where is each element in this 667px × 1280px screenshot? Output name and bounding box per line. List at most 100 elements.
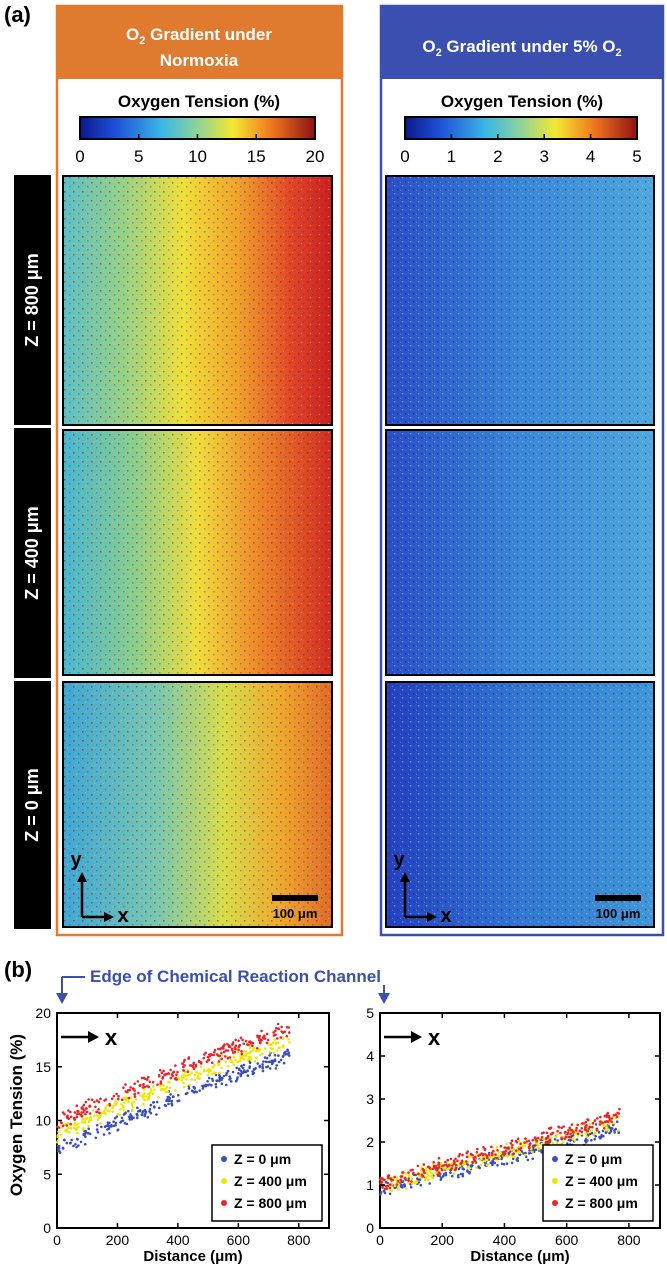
data-point xyxy=(287,1026,290,1029)
data-point xyxy=(248,1061,252,1064)
data-point xyxy=(483,1159,487,1163)
data-point xyxy=(222,1050,226,1054)
data-point xyxy=(379,1176,383,1180)
data-point xyxy=(390,1179,393,1182)
data-point xyxy=(169,1068,172,1072)
data-point xyxy=(477,1154,480,1157)
data-point xyxy=(160,1071,164,1075)
data-point xyxy=(150,1090,153,1093)
data-point xyxy=(586,1129,590,1133)
data-point xyxy=(110,1097,114,1100)
series-0 xyxy=(56,1048,291,1154)
data-point xyxy=(165,1072,169,1076)
data-point xyxy=(482,1157,486,1161)
data-point xyxy=(400,1184,404,1187)
data-point xyxy=(272,1051,276,1055)
data-point xyxy=(459,1172,463,1176)
x-direction-label: x xyxy=(105,1025,118,1050)
data-point xyxy=(228,1075,232,1078)
data-point xyxy=(240,1052,244,1056)
data-point xyxy=(522,1152,525,1155)
data-point xyxy=(149,1088,153,1091)
series-1 xyxy=(55,1036,291,1144)
data-point xyxy=(198,1089,201,1092)
data-point xyxy=(523,1141,526,1144)
data-point xyxy=(211,1077,214,1081)
data-point xyxy=(252,1046,256,1050)
data-point xyxy=(202,1056,206,1060)
data-point xyxy=(133,1095,137,1098)
data-point xyxy=(430,1171,433,1175)
data-point xyxy=(428,1166,431,1169)
right-axis-indicator: y x xyxy=(393,849,451,927)
data-point xyxy=(384,1181,388,1184)
data-point xyxy=(584,1120,588,1124)
data-point xyxy=(84,1117,87,1121)
data-point xyxy=(242,1057,246,1061)
data-point xyxy=(460,1159,464,1163)
data-point xyxy=(181,1062,184,1065)
data-point xyxy=(425,1168,429,1172)
data-point xyxy=(379,1190,383,1194)
data-point xyxy=(140,1076,144,1080)
data-point xyxy=(87,1098,90,1101)
data-point xyxy=(168,1099,171,1102)
data-point xyxy=(93,1114,96,1118)
data-point xyxy=(142,1083,145,1086)
data-point xyxy=(272,1034,276,1037)
data-point xyxy=(221,1054,224,1057)
y-tick-label: 20 xyxy=(35,1005,51,1021)
data-point xyxy=(413,1181,417,1185)
data-point xyxy=(280,1030,283,1033)
data-point xyxy=(199,1065,203,1069)
data-point xyxy=(560,1136,563,1140)
data-point xyxy=(57,1130,60,1133)
data-point xyxy=(283,1030,287,1033)
data-point xyxy=(425,1175,428,1179)
data-point xyxy=(74,1143,77,1146)
data-point xyxy=(277,1054,280,1057)
data-point xyxy=(204,1051,207,1055)
data-point xyxy=(496,1149,499,1152)
data-point xyxy=(61,1124,65,1127)
data-point xyxy=(556,1129,559,1133)
data-point xyxy=(177,1078,181,1081)
data-point xyxy=(176,1099,179,1103)
data-point xyxy=(156,1096,160,1099)
data-point xyxy=(263,1056,267,1059)
data-point xyxy=(199,1061,203,1064)
data-point xyxy=(554,1135,557,1139)
data-point xyxy=(590,1125,594,1129)
data-point xyxy=(224,1049,228,1052)
data-point xyxy=(249,1055,253,1059)
data-point xyxy=(485,1154,489,1158)
data-point xyxy=(444,1160,447,1164)
data-point xyxy=(184,1075,188,1078)
data-point xyxy=(288,1041,291,1044)
data-point xyxy=(237,1071,240,1075)
data-point xyxy=(428,1169,432,1173)
data-point xyxy=(67,1109,70,1112)
data-point xyxy=(503,1146,507,1149)
data-point xyxy=(567,1135,570,1139)
data-point xyxy=(217,1060,221,1063)
data-point xyxy=(161,1076,165,1079)
data-point xyxy=(81,1118,85,1121)
colorbar-tick-label: 0 xyxy=(400,147,409,166)
data-point xyxy=(264,1060,268,1064)
data-point xyxy=(494,1153,497,1156)
data-point xyxy=(135,1112,139,1116)
data-point xyxy=(605,1124,608,1127)
data-point xyxy=(192,1085,195,1089)
data-point xyxy=(585,1124,588,1127)
data-point xyxy=(513,1155,516,1158)
data-point xyxy=(265,1056,269,1060)
data-point xyxy=(431,1176,435,1180)
data-point xyxy=(495,1156,499,1160)
data-point xyxy=(164,1104,167,1107)
data-point xyxy=(275,1049,279,1052)
data-point xyxy=(399,1181,402,1184)
edge-annotation: Edge of Chemical Reaction Channel xyxy=(90,967,381,986)
data-point xyxy=(534,1138,538,1142)
data-point xyxy=(102,1133,106,1136)
